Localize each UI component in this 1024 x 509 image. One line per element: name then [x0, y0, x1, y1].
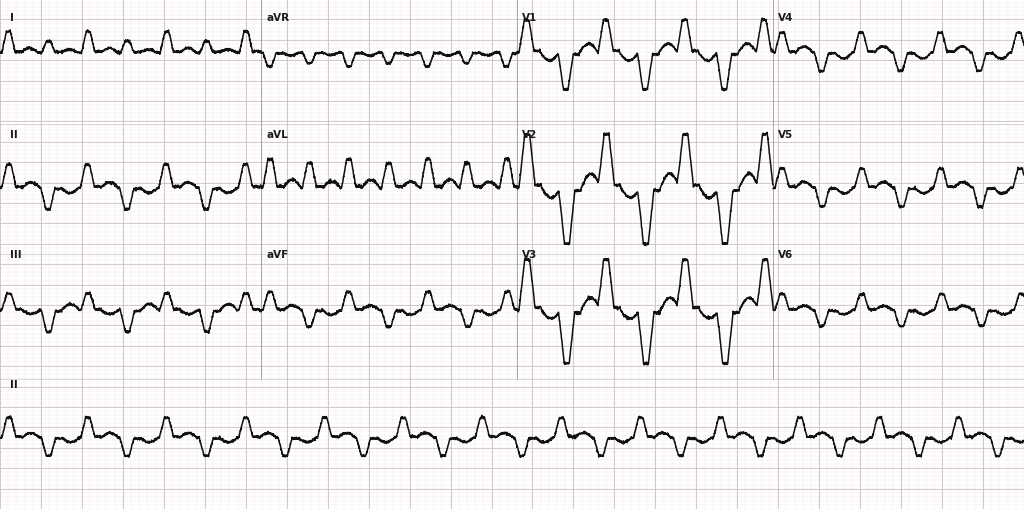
- Text: II: II: [10, 379, 18, 389]
- Text: V2: V2: [522, 130, 538, 140]
- Text: V1: V1: [522, 13, 538, 23]
- Text: III: III: [10, 249, 22, 260]
- Text: aVL: aVL: [266, 130, 288, 140]
- Text: V5: V5: [778, 130, 794, 140]
- Text: V3: V3: [522, 249, 538, 260]
- Text: V4: V4: [778, 13, 794, 23]
- Text: aVR: aVR: [266, 13, 290, 23]
- Text: aVF: aVF: [266, 249, 289, 260]
- Text: V6: V6: [778, 249, 794, 260]
- Text: I: I: [10, 13, 14, 23]
- Text: II: II: [10, 130, 18, 140]
